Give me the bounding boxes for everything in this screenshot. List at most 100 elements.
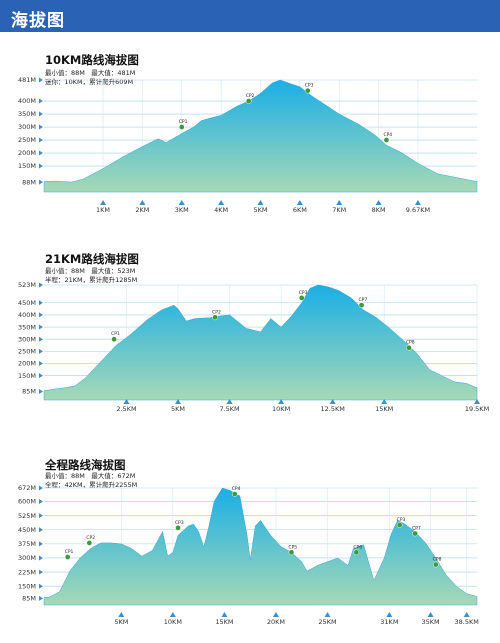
x-tick-label: 10KM: [272, 405, 290, 413]
x-tick-label: 5KM: [253, 206, 267, 214]
y-tick-marker: [39, 569, 43, 575]
x-tick-label: 1KM: [96, 206, 110, 214]
x-tick-marker: [118, 612, 125, 617]
checkpoint-label: CP4: [383, 132, 392, 138]
checkpoint-label: CP8: [433, 557, 442, 563]
x-tick-label: 3KM: [175, 206, 189, 214]
chart-block-10km: 10KM路线海拔图 最小值：88M 最大值：481M 迷你：10KM，累计爬升6…: [0, 32, 500, 227]
checkpoint-label: CP3: [397, 517, 406, 523]
y-tick-label: 150M: [18, 372, 36, 380]
checkpoint-marker: [288, 549, 295, 556]
x-tick-marker: [336, 200, 343, 205]
checkpoint-marker: [304, 87, 311, 94]
x-tick-label: 6KM: [293, 206, 307, 214]
elevation-area: [43, 79, 478, 193]
x-tick-label: 7KM: [332, 206, 346, 214]
checkpoint-marker: [64, 554, 71, 560]
elevation-chart-full: 85M 150M 225M 300M 375M 450M 525M 600M 672M 5KM 10…: [18, 484, 479, 626]
y-tick-label: 350M: [18, 110, 36, 118]
x-tick-label: 25KM: [318, 618, 336, 626]
x-tick-label: 20KM: [267, 618, 285, 626]
y-tick-marker: [39, 282, 43, 288]
chart-block-full: 全程路线海拔图 最小值：88M 最大值：672M 全程：42KM，累计爬升225…: [0, 452, 500, 643]
y-tick-marker: [39, 583, 43, 589]
y-tick-label: 200M: [18, 149, 36, 157]
checkpoint-label: CP4: [232, 486, 241, 492]
y-tick-label: 85M: [22, 595, 36, 603]
y-tick-label: 300M: [18, 123, 36, 131]
x-tick-label: 5KM: [114, 618, 128, 626]
y-tick-marker: [39, 595, 43, 601]
checkpoint-label: CP3: [175, 520, 184, 526]
y-tick-marker: [39, 527, 43, 533]
x-tick-label: 9.67KM: [406, 206, 430, 214]
stat-distance-climb: 迷你：10KM，累计爬升609M: [45, 78, 134, 86]
x-tick-marker: [329, 399, 336, 404]
x-tick-marker: [386, 612, 393, 617]
elevation-area: [43, 284, 478, 401]
stat-min-max: 最小值：88M 最大值：481M: [45, 69, 136, 77]
x-tick-label: 10KM: [164, 618, 182, 626]
checkpoint-label: CP5: [288, 544, 297, 550]
x-tick-label: 19.5KM: [465, 405, 489, 413]
x-tick-marker: [221, 612, 228, 617]
chart-title: 21KM路线海拔图: [45, 252, 139, 266]
checkpoint-marker: [231, 491, 238, 497]
y-tick-marker: [39, 361, 43, 367]
y-tick-label: 300M: [18, 335, 36, 343]
x-tick-marker: [414, 200, 421, 205]
y-tick-marker: [39, 98, 43, 104]
y-tick-marker: [39, 124, 43, 130]
x-tick-marker: [226, 399, 233, 404]
y-tick-label: 672M: [18, 484, 36, 492]
y-tick-marker: [39, 77, 43, 83]
checkpoint-marker: [353, 549, 360, 556]
y-tick-label: 150M: [18, 162, 36, 170]
elevation-chart-21km: 85M 150M 200M 250M 300M 350M 400M 450M 523M 2.5KM…: [18, 281, 489, 413]
checkpoint-label: CP1: [179, 119, 188, 125]
checkpoint-marker: [412, 530, 418, 537]
x-tick-marker: [324, 612, 331, 617]
checkpoint-label: CP7: [359, 297, 368, 303]
x-tick-marker: [272, 612, 279, 617]
y-tick-marker: [39, 111, 43, 117]
checkpoint-label: CP3: [305, 83, 314, 89]
y-tick-marker: [39, 373, 43, 379]
x-tick-marker: [218, 200, 225, 205]
x-tick-label: 7.5KM: [219, 405, 239, 413]
checkpoint-marker: [383, 137, 390, 143]
x-tick-label: 31KM: [380, 618, 398, 626]
y-tick-marker: [39, 513, 43, 519]
stat-min-max: 最小值：88M 最大值：672M: [45, 472, 136, 480]
y-tick-label: 88M: [22, 178, 36, 186]
checkpoint-label: CP7: [412, 526, 421, 532]
checkpoint-marker: [178, 124, 185, 130]
stat-min-max: 最小值：88M 最大值：523M: [45, 267, 136, 275]
y-tick-marker: [39, 485, 43, 491]
y-tick-marker: [39, 388, 43, 394]
x-tick-marker: [257, 200, 264, 205]
x-tick-label: 4KM: [214, 206, 228, 214]
x-tick-marker: [474, 399, 480, 404]
checkpoint-marker: [396, 522, 403, 528]
checkpoint-marker: [432, 561, 439, 568]
x-tick-marker: [375, 200, 382, 205]
chart-title: 全程路线海拔图: [45, 458, 126, 472]
x-tick-label: 5KM: [171, 405, 185, 413]
y-tick-marker: [39, 348, 43, 354]
x-tick-marker: [427, 612, 434, 617]
checkpoint-label: CP2: [86, 535, 95, 541]
y-tick-label: 250M: [18, 136, 36, 144]
x-tick-label: 2.5KM: [116, 405, 136, 413]
checkpoint-label: CP8: [406, 340, 415, 346]
y-tick-label: 400M: [18, 97, 36, 105]
x-tick-marker: [175, 399, 182, 404]
y-tick-label: 450M: [18, 526, 36, 534]
y-tick-marker: [39, 324, 43, 330]
y-tick-label: 200M: [18, 360, 36, 368]
chart-title: 10KM路线海拔图: [45, 53, 139, 67]
y-tick-marker: [39, 137, 43, 143]
x-tick-label: 12.5KM: [320, 405, 344, 413]
checkpoint-marker: [245, 98, 252, 104]
y-tick-marker: [39, 179, 43, 185]
